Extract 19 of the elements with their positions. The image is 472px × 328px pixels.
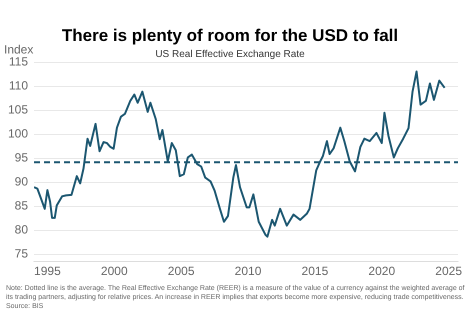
y-tick-label: 90 [14, 174, 28, 189]
y-tick-label: 85 [14, 198, 28, 213]
x-tick-label: 2005 [168, 264, 195, 278]
x-tick-label: 2025 [435, 264, 462, 278]
x-tick-label: 1995 [34, 264, 62, 278]
x-tick-label: 2000 [100, 264, 128, 278]
y-tick-label: 80 [14, 222, 28, 237]
x-tick-label: 2010 [234, 264, 262, 278]
y-axis-title: Index [4, 42, 34, 57]
y-tick-label: 75 [14, 246, 28, 261]
y-tick-label: 95 [14, 150, 28, 165]
y-tick-label: 100 [8, 126, 28, 141]
chart-subtitle: US Real Effective Exchange Rate [155, 49, 306, 60]
x-tick-label: 2020 [368, 264, 396, 278]
chart-title: There is plenty of room for the USD to fall [62, 26, 398, 45]
x-tick-label: 2015 [302, 264, 329, 278]
y-tick-label: 110 [8, 78, 28, 93]
y-tick-label: 115 [8, 54, 28, 69]
y-tick-label: 105 [8, 102, 28, 117]
